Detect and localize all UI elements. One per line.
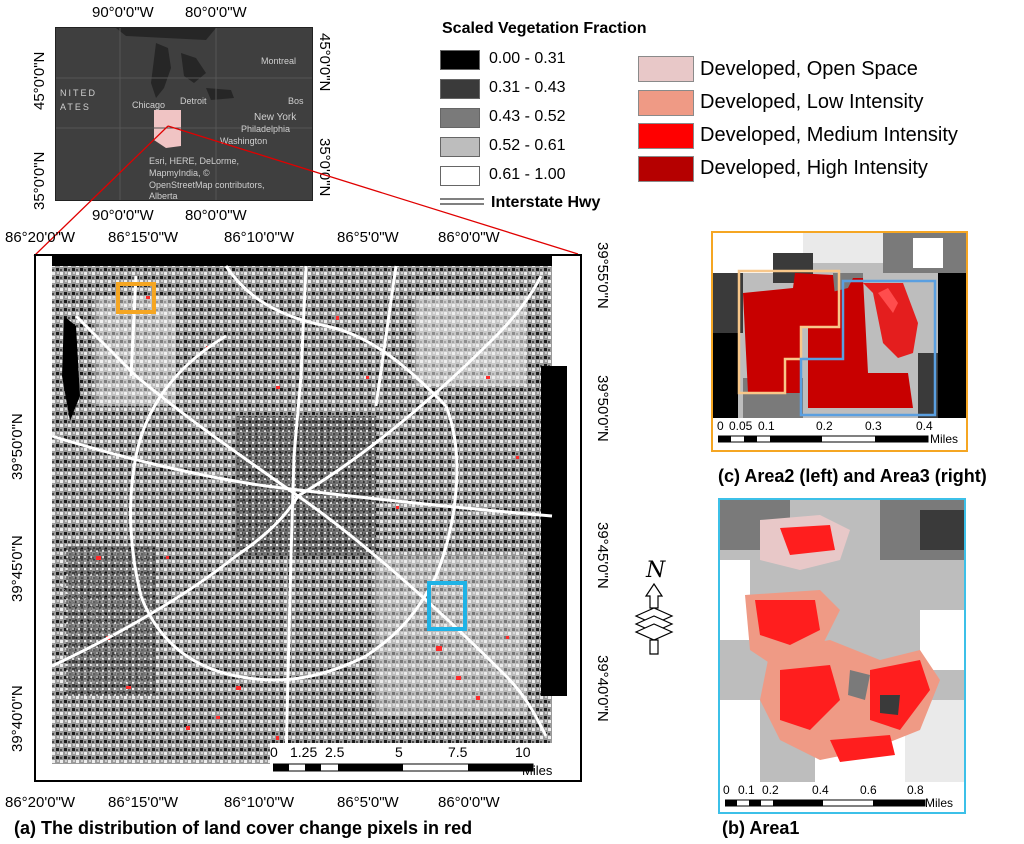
panel-b-scale-label-4: 0.6 [860, 783, 877, 797]
main-scale-label-3: 5 [395, 744, 403, 760]
north-arrow-letter: N [646, 558, 666, 583]
area2-box[interactable] [116, 282, 156, 314]
dev-label-1: Developed, Low Intensity [700, 91, 924, 113]
main-bottom-tick-5: 86°0'0"W [438, 794, 500, 811]
place-boston: Bos [288, 96, 304, 106]
dev-swatch-2 [638, 123, 694, 149]
place-washington: Washington [220, 136, 268, 146]
legend-label-3: 0.52 - 0.61 [489, 137, 566, 154]
panel-b-scale-label-5: 0.8 [907, 783, 924, 797]
dev-swatch-1 [638, 90, 694, 116]
panel-c-scale-label-3: 0.2 [816, 419, 833, 433]
main-scale-label-0: 0 [270, 744, 278, 760]
panel-c-scale-label-0: 0 [717, 419, 724, 433]
main-right-tick-1: 39°55'0"N [594, 242, 611, 309]
main-scale-label-1: 1.25 [290, 744, 318, 760]
inset-top-tick-1: 90°0'0"W [92, 4, 154, 21]
dev-label-2: Developed, Medium Intensity [700, 124, 958, 146]
legend-swatch-1 [440, 79, 480, 99]
legend-label-4: 0.61 - 1.00 [489, 166, 566, 183]
main-top-tick-5: 86°0'0"W [438, 229, 500, 246]
place-detroit: Detroit [180, 96, 207, 106]
main-bottom-tick-3: 86°10'0"W [224, 794, 295, 811]
main-right-tick-2: 39°50'0"N [594, 375, 611, 442]
panel-b-scale-label-1: 0.1 [738, 783, 755, 797]
north-arrow-icon [634, 582, 674, 655]
map-credit-2: MapmyIndia, © [149, 168, 210, 178]
place-states: ATES [60, 102, 91, 112]
panel-c-scale-label-4: 0.3 [865, 419, 882, 433]
panel-c-scale-bar: 0 0.05 0.1 0.2 0.3 0.4 Miles [713, 418, 966, 450]
highway-legend-symbol [440, 198, 484, 205]
main-scale-label-5: 10 [515, 744, 531, 760]
panel-b-frame: 0 0.1 0.2 0.4 0.6 0.8 Miles [718, 498, 966, 814]
panel-c-frame: 0 0.05 0.1 0.2 0.3 0.4 Miles [711, 231, 968, 452]
map-credit-4: Alberta [149, 191, 178, 201]
main-scale-label-2: 2.5 [325, 744, 345, 760]
main-top-tick-3: 86°10'0"W [224, 229, 295, 246]
panel-b-scale-label-0: 0 [723, 783, 730, 797]
inset-basemap [56, 28, 312, 200]
inset-bottom-tick-2: 80°0'0"W [185, 207, 247, 224]
caption-a: (a) The distribution of land cover chang… [14, 818, 473, 838]
place-philadelphia: Philadelphia [241, 124, 291, 134]
caption-b: (b) Area1 [722, 818, 800, 838]
main-scale-label-4: 7.5 [448, 744, 468, 760]
main-top-tick-4: 86°5'0"W [337, 229, 399, 246]
main-right-tick-3: 39°45'0"N [594, 522, 611, 589]
inset-map: Montreal Bos NITED ATES Chicago Detroit … [55, 27, 313, 201]
main-map-frame: 0 1.25 2.5 5 7.5 10 Miles [34, 254, 582, 782]
main-map-canvas [36, 256, 580, 780]
inset-top-tick-2: 80°0'0"W [185, 4, 247, 21]
place-montreal: Montreal [261, 56, 297, 66]
main-bottom-tick-4: 86°5'0"W [337, 794, 399, 811]
panel-c-canvas [713, 233, 966, 418]
main-right-tick-4: 39°40'0"N [594, 655, 611, 722]
main-left-tick-1: 39°50'0"N [9, 413, 26, 480]
panel-c-scale-unit: Miles [930, 432, 959, 446]
main-left-tick-3: 39°40'0"N [9, 685, 26, 752]
legend-label-1: 0.31 - 0.43 [489, 79, 566, 96]
main-scale-unit: Miles [522, 763, 553, 778]
dev-label-0: Developed, Open Space [700, 58, 918, 80]
inset-bottom-tick-1: 90°0'0"W [92, 207, 154, 224]
main-left-tick-2: 39°45'0"N [9, 535, 26, 602]
panel-b-scale-bar: 0 0.1 0.2 0.4 0.6 0.8 Miles [720, 782, 964, 812]
panel-b-scale-label-2: 0.2 [762, 783, 779, 797]
main-bottom-tick-2: 86°15'0"W [108, 794, 179, 811]
dev-label-3: Developed, High Intensity [700, 157, 928, 179]
legend-swatch-2 [440, 108, 480, 128]
place-united: NITED [60, 88, 97, 98]
panel-c-scale-label-5: 0.4 [916, 419, 933, 433]
panel-b-scale-unit: Miles [925, 796, 954, 810]
legend-swatch-3 [440, 137, 480, 157]
legend-swatch-0 [440, 50, 480, 70]
place-newyork: New York [254, 112, 297, 123]
panel-b-scale-label-3: 0.4 [812, 783, 829, 797]
legend-label-2: 0.43 - 0.52 [489, 108, 566, 125]
map-credit-1: Esri, HERE, DeLorme, [149, 156, 240, 166]
panel-c-scale-label-1: 0.05 [729, 419, 753, 433]
legend-label-0: 0.00 - 0.31 [489, 50, 566, 67]
legend-title: Scaled Vegetation Fraction [442, 20, 647, 37]
dev-swatch-3 [638, 156, 694, 182]
area1-box[interactable] [427, 581, 467, 631]
indiana-highlight [154, 110, 181, 148]
place-chicago: Chicago [132, 100, 166, 110]
caption-c: (c) Area2 (left) and Area3 (right) [718, 466, 987, 486]
highway-legend-label: Interstate Hwy [491, 194, 601, 211]
panel-b-canvas [720, 500, 964, 782]
dev-swatch-0 [638, 56, 694, 82]
map-credit-3: OpenStreetMap contributors, [149, 180, 265, 190]
legend-swatch-4 [440, 166, 480, 186]
panel-c-scale-label-2: 0.1 [758, 419, 775, 433]
main-top-tick-1: 86°20'0"W [5, 229, 76, 246]
main-top-tick-2: 86°15'0"W [108, 229, 179, 246]
main-bottom-tick-1: 86°20'0"W [5, 794, 76, 811]
main-scale-bar: 0 1.25 2.5 5 7.5 10 Miles [270, 743, 562, 778]
north-arrow: N [632, 558, 676, 658]
